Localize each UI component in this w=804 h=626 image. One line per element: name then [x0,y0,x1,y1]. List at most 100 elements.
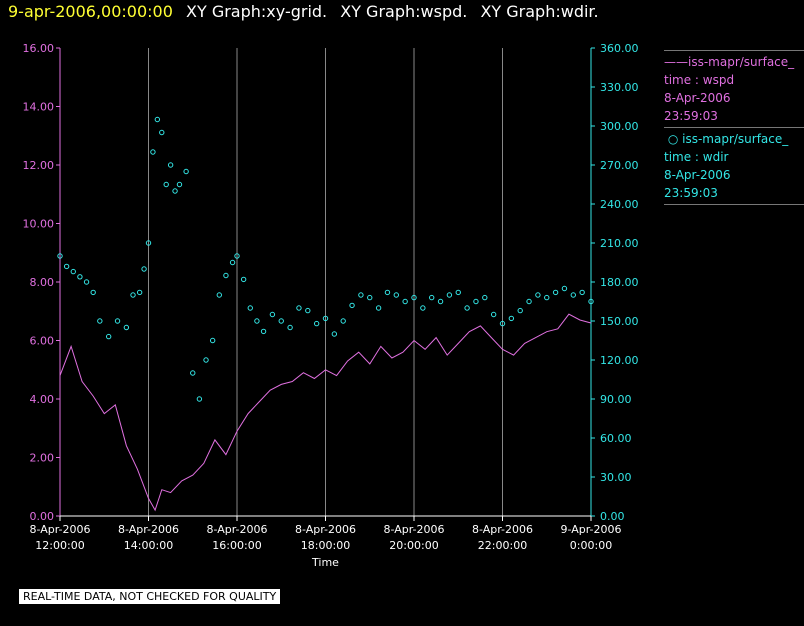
legend-divider [664,127,804,128]
data-point-wdir [167,162,174,168]
data-point-wdir [269,311,276,318]
data-point-wdir [234,253,240,259]
data-point-wdir [63,263,70,270]
data-point-wdir [375,305,382,311]
y-right-tick-label: 150.00 [600,315,639,328]
data-point-wdir [331,331,338,337]
data-point-wdir [83,279,90,285]
legend-wdir-date: 8-Apr-2006 [664,168,731,182]
quality-warning-label: REAL-TIME DATA, NOT CHECKED FOR QUALITY [19,589,281,604]
legend-marker-swatch: ○ [664,132,683,146]
data-point-wdir [544,294,550,301]
legend-wspd-date: 8-Apr-2006 [664,91,731,105]
data-point-wdir [196,396,203,402]
y-right-tick-label: 30.00 [600,471,632,484]
x-tick-time: 20:00:00 [389,539,438,552]
legend-line-swatch: —— [664,55,688,69]
data-point-wdir [223,272,229,279]
x-tick-date: 8-Apr-2006 [383,523,444,536]
data-point-wdir [446,292,453,298]
data-point-wdir [358,292,364,298]
x-tick-date: 9-Apr-2006 [560,523,621,536]
legend-divider [664,50,804,51]
data-point-wdir [402,298,408,305]
y-right-tick-label: 270.00 [600,159,639,172]
data-point-wdir [367,294,373,301]
data-point-wdir [499,320,506,327]
data-point-wdir [159,129,165,136]
x-tick-date: 8-Apr-2006 [118,523,179,536]
data-point-wdir [209,337,216,344]
data-point-wdir [154,116,161,123]
data-point-wdir [579,289,585,296]
y-left-tick-label: 16.00 [23,42,55,55]
data-point-wdir [130,292,136,298]
data-point-wdir [420,305,426,311]
x-tick-time: 18:00:00 [301,539,350,552]
data-point-wdir [570,292,576,298]
header-graph-xy-grid[interactable]: XY Graph:xy-grid. [186,2,328,21]
y-right-tick-label: 240.00 [600,198,639,211]
window-title-bar: 9-apr-2006,00:00:00 XY Graph:xy-grid. XY… [8,2,599,21]
x-tick-date: 8-Apr-2006 [295,523,356,536]
series-line-wspd [59,313,592,512]
y-right-tick-label: 330.00 [600,81,639,94]
x-tick-time: 0:00:00 [570,539,612,552]
data-point-wdir [437,298,444,305]
legend: ——iss-mapr/surface_ time : wspd 8-Apr-20… [664,48,804,207]
data-point-wdir [145,240,152,246]
data-point-wdir [588,298,594,305]
legend-wspd-name: iss-mapr/surface_ [688,55,795,69]
y-right-tick-label: 60.00 [600,432,632,445]
y-left-tick-label: 10.00 [23,218,55,231]
data-point-wdir [90,289,96,296]
data-point-wdir [57,253,63,259]
data-point-wdir [260,328,267,335]
data-point-wdir [455,289,461,296]
legend-divider [664,204,804,205]
data-point-wdir [163,181,169,188]
y-left-tick-label: 8.00 [30,276,55,289]
data-point-wdir [70,268,76,275]
data-point-wdir [517,307,523,314]
header-graph-wdir[interactable]: XY Graph:wdir. [480,2,599,21]
x-tick-date: 8-Apr-2006 [29,523,90,536]
y-left-tick-label: 14.00 [23,101,55,114]
data-point-wdir [411,294,417,301]
legend-item-wspd[interactable]: ——iss-mapr/surface_ time : wspd 8-Apr-20… [664,53,804,125]
y-right-tick-label: 210.00 [600,237,639,250]
data-point-wdir [123,324,130,331]
header-graph-wspd[interactable]: XY Graph:wspd. [340,2,468,21]
data-point-wdir [97,318,103,324]
data-point-wdir [105,333,112,340]
y-left-tick-label: 12.00 [23,159,55,172]
y-right-tick-label: 360.00 [600,42,639,55]
data-point-wdir [136,289,143,296]
data-point-wdir [150,149,156,155]
y-right-tick-label: 90.00 [600,393,632,406]
legend-wdir-time: 23:59:03 [664,186,718,200]
data-point-wdir [535,292,541,298]
data-point-wdir [464,305,470,311]
y-right-tick-label: 0.00 [600,510,625,523]
legend-wdir-field: time : wdir [664,150,729,164]
y-right-tick-label: 180.00 [600,276,639,289]
legend-wdir-name: iss-mapr/surface_ [682,132,789,146]
data-point-wdir [429,294,435,301]
legend-wspd-field: time : wspd [664,73,735,87]
data-point-wdir [176,181,183,188]
data-point-wdir [172,188,178,194]
data-point-wdir [508,315,515,322]
legend-item-wdir[interactable]: ○ iss-mapr/surface_ time : wdir 8-Apr-20… [664,130,804,202]
data-point-wdir [296,305,302,311]
data-point-wdir [490,311,497,318]
y-left-tick-label: 0.00 [30,510,55,523]
x-tick-time: 22:00:00 [478,539,527,552]
x-tick-date: 8-Apr-2006 [206,523,267,536]
data-point-wdir [203,357,209,363]
x-axis-label: Time [311,556,339,569]
header-date: 9-apr-2006,00:00:00 [8,2,173,21]
data-point-wdir [349,302,355,309]
y-left-tick-label: 2.00 [30,452,55,465]
